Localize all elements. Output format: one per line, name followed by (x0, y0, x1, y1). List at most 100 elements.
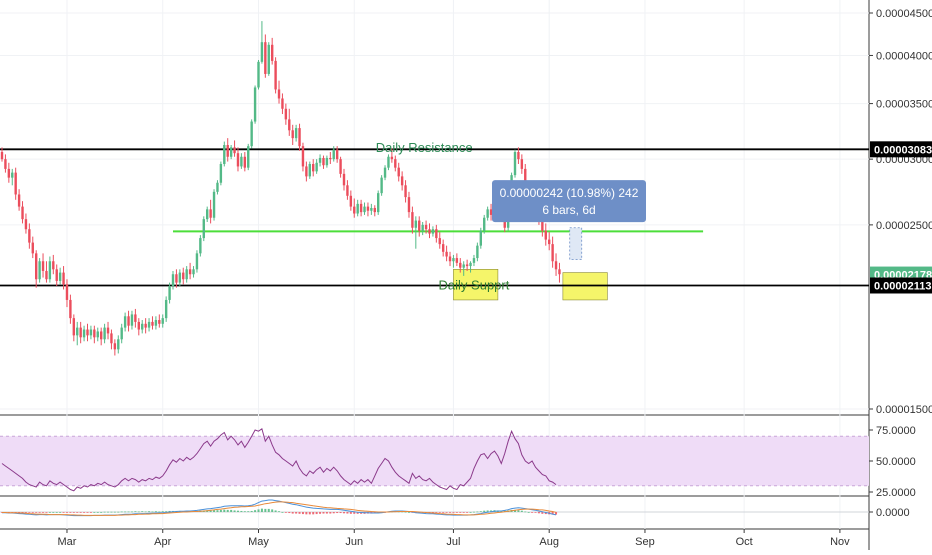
candle-bear (226, 145, 229, 157)
candle-bull (253, 87, 257, 122)
candle-bear (353, 206, 356, 214)
candle-bear (243, 156, 247, 168)
candle-bear (99, 331, 103, 340)
macd-histogram-bar (83, 512, 86, 513)
macd-histogram-bar (438, 512, 441, 513)
macd-histogram-bar (247, 511, 250, 513)
candle-bear (418, 220, 421, 231)
macd-histogram-bar (486, 510, 489, 512)
candle-bear (106, 327, 110, 334)
macd-histogram-bar (332, 512, 335, 514)
rsi-tick-label: 25.0000 (876, 487, 916, 499)
macd-histogram-bar (137, 511, 140, 513)
macd-histogram-bar (21, 512, 24, 513)
candle-bear (264, 42, 267, 74)
macd-histogram-bar (537, 512, 540, 514)
macd-histogram-bar (329, 512, 332, 514)
candle-bear (17, 194, 21, 207)
macd-histogram-bar (144, 511, 147, 513)
macd-histogram-bar (28, 512, 31, 513)
rsi-tick-label: 75.0000 (876, 425, 916, 437)
macd-histogram-bar (527, 512, 530, 513)
candle-bear (137, 321, 140, 330)
measure-box[interactable] (569, 227, 583, 261)
macd-histogram-bar (158, 511, 161, 513)
macd-histogram-bar (161, 511, 164, 513)
candle-bear (144, 323, 147, 328)
macd-histogram-bar (541, 512, 544, 514)
time-tick-label: May (248, 536, 269, 548)
candle-bull (370, 207, 373, 211)
price-tick-label: 0.00001500 (876, 404, 932, 416)
candle-bear (65, 284, 69, 300)
candle-bear (288, 119, 291, 131)
candle-bull (257, 61, 260, 88)
macd-histogram-bar (472, 511, 475, 513)
macd-histogram-bar (96, 512, 99, 513)
candle-bear (517, 152, 520, 160)
candle-bull (421, 224, 424, 231)
candle-bull (308, 163, 311, 177)
macd-histogram-bar (240, 510, 243, 512)
macd-histogram-bar (100, 512, 103, 513)
candle-bull (452, 258, 455, 262)
candle-bear (441, 244, 445, 252)
candle-bear (79, 327, 82, 338)
macd-histogram-bar (466, 512, 469, 513)
candle-bear (52, 261, 55, 270)
candle-bear (127, 316, 130, 326)
macd-histogram-bar (254, 510, 257, 512)
macd-histogram-bar (59, 512, 62, 513)
candle-bull (178, 272, 182, 283)
candle-bear (274, 60, 277, 90)
candle-bull (219, 163, 223, 183)
macd-histogram-bar (479, 511, 482, 513)
candle-bear (182, 272, 185, 280)
tooltip-line-1: 0.00000242 (10.98%) 242 (500, 186, 639, 200)
candle-bear (445, 251, 448, 257)
macd-histogram-bar (209, 510, 212, 512)
macd-histogram-bar (308, 512, 311, 515)
macd-histogram-bar (325, 512, 328, 514)
horizontal-lines[interactable] (0, 148, 869, 287)
macd-histogram-bar (213, 510, 216, 512)
candle-bear (41, 261, 45, 271)
macd-histogram-bar (288, 512, 291, 514)
macd-histogram-bar (113, 511, 116, 513)
macd-histogram-bar (35, 512, 38, 513)
macd-histogram-bar (48, 512, 51, 513)
macd-histogram-bar (295, 512, 298, 514)
candle-bear (35, 253, 38, 280)
candle-bull (212, 191, 216, 218)
macd-histogram-bar (305, 512, 308, 515)
macd-histogram-bar (452, 512, 455, 513)
macd-histogram-bar (339, 512, 342, 514)
annotation-daily-support[interactable]: Daily Supprt (439, 277, 510, 292)
candle-bear (541, 219, 544, 231)
candle-bear (31, 242, 34, 254)
candle-bull (260, 42, 264, 62)
candle-bear (390, 156, 394, 160)
macd-histogram-bar (154, 511, 157, 513)
annotations[interactable]: Daily Resistance Daily Supprt (376, 140, 583, 292)
macd-histogram-bar (312, 512, 315, 515)
macd-histogram-bar (236, 510, 239, 512)
annotation-daily-resistance[interactable]: Daily Resistance (376, 140, 473, 155)
macd-histogram-bar (243, 511, 246, 513)
candle-bear (270, 44, 274, 61)
macd-pane (0, 499, 869, 517)
time-axis[interactable]: Mar Apr May Jun Jul Aug Sep Oct Nov (58, 529, 851, 548)
price-axis[interactable]: 0.000045000.000040000.000035000.00003000… (869, 8, 932, 519)
macd-histogram-bar (127, 511, 130, 513)
macd-histogram-bar (93, 512, 96, 513)
candle-bear (277, 89, 281, 99)
macd-histogram-bar (226, 509, 229, 512)
candle-bull (11, 172, 14, 178)
candle-bear (86, 329, 89, 336)
macd-histogram-bar (517, 510, 520, 512)
time-tick-label: Jun (345, 536, 363, 548)
macd-histogram-bar (298, 512, 301, 514)
macd-histogram-bar (336, 512, 339, 514)
